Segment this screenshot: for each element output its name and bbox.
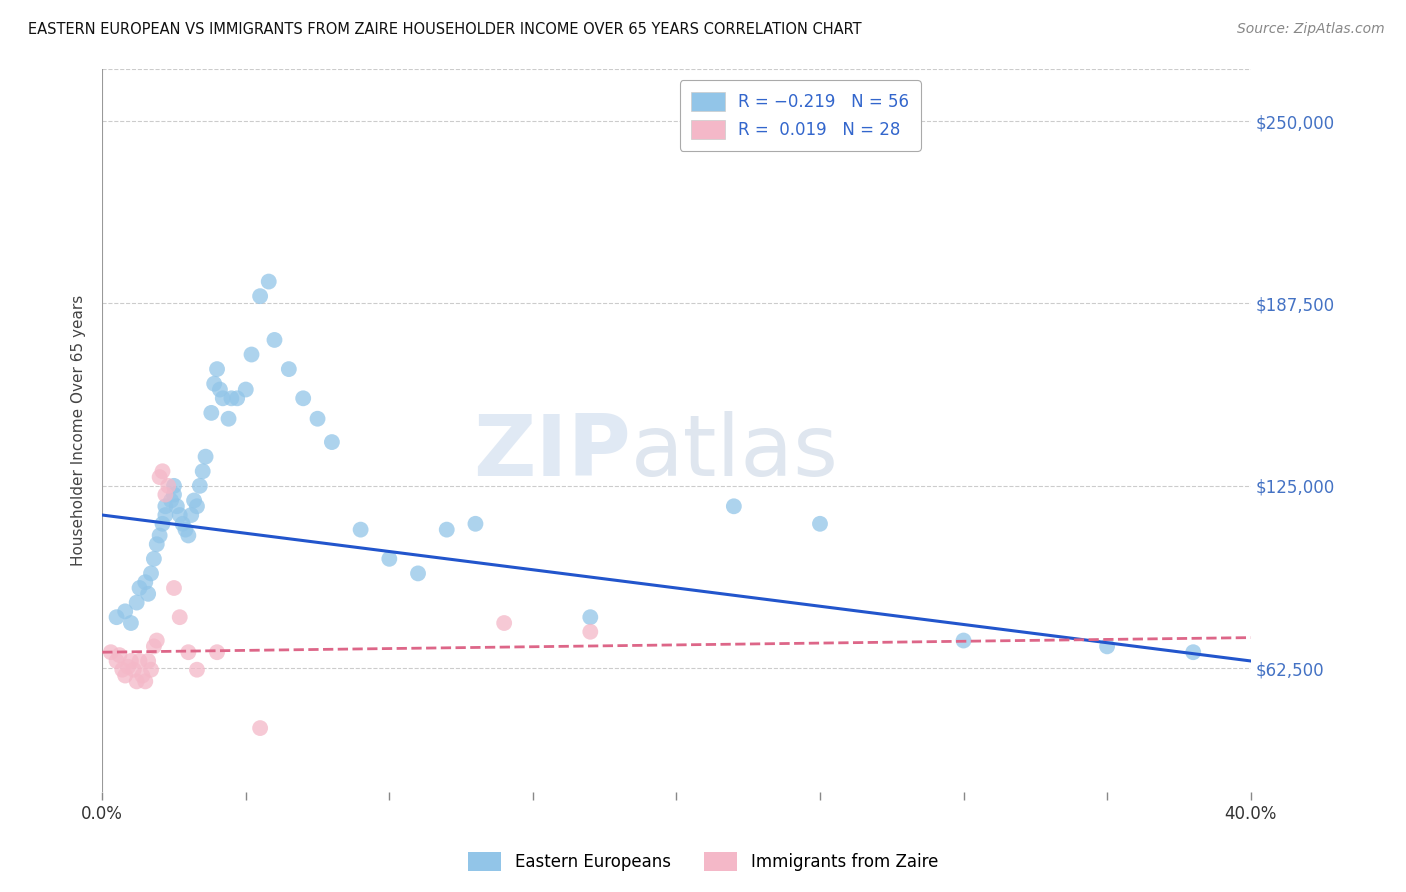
Point [406, 566, 429, 581]
Point [155, 487, 177, 501]
Point [142, 551, 165, 566]
Point [277, 362, 299, 376]
Point [202, 376, 225, 391]
Y-axis label: Householder Income Over 65 years: Householder Income Over 65 years [72, 294, 86, 566]
Point [125, 674, 148, 689]
Point [108, 648, 131, 662]
Point [723, 500, 745, 514]
Point [169, 508, 191, 522]
Point [139, 663, 162, 677]
Text: EASTERN EUROPEAN VS IMMIGRANTS FROM ZAIRE HOUSEHOLDER INCOME OVER 65 YEARS CORRE: EASTERN EUROPEAN VS IMMIGRANTS FROM ZAIR… [28, 22, 862, 37]
Point [177, 528, 200, 542]
Point [952, 633, 974, 648]
Point [177, 645, 200, 659]
Point [160, 493, 183, 508]
Point [105, 654, 128, 668]
Point [155, 508, 177, 522]
Point [211, 392, 233, 406]
Point [134, 674, 156, 689]
Point [145, 633, 167, 648]
Point [157, 479, 180, 493]
Point [122, 663, 145, 677]
Point [218, 411, 240, 425]
Point [205, 645, 228, 659]
Point [494, 615, 516, 630]
Point [172, 516, 194, 531]
Point [180, 508, 202, 522]
Point [188, 479, 211, 493]
Point [235, 383, 257, 397]
Point [257, 275, 280, 289]
Point [436, 523, 458, 537]
Point [183, 493, 205, 508]
Point [149, 528, 172, 542]
Point [142, 640, 165, 654]
Point [166, 500, 188, 514]
Point [131, 668, 153, 682]
Point [125, 596, 148, 610]
Point [307, 411, 329, 425]
Point [205, 362, 228, 376]
Point [191, 464, 214, 478]
Point [120, 615, 142, 630]
Point [1182, 645, 1205, 659]
Point [114, 604, 136, 618]
Point [249, 289, 271, 303]
Point [163, 581, 186, 595]
Point [194, 450, 217, 464]
Point [139, 566, 162, 581]
Point [145, 537, 167, 551]
Point [186, 500, 208, 514]
Point [111, 663, 134, 677]
Text: Source: ZipAtlas.com: Source: ZipAtlas.com [1237, 22, 1385, 37]
Point [128, 654, 150, 668]
Point [100, 645, 122, 659]
Point [579, 610, 602, 624]
Point [105, 610, 128, 624]
Point [349, 523, 371, 537]
Point [163, 487, 186, 501]
Point [221, 392, 243, 406]
Point [263, 333, 285, 347]
Point [208, 383, 231, 397]
Point [174, 523, 197, 537]
Point [136, 654, 159, 668]
Point [464, 516, 486, 531]
Point [152, 516, 174, 531]
Text: atlas: atlas [630, 410, 838, 493]
Point [149, 470, 172, 484]
Point [292, 392, 315, 406]
Point [200, 406, 222, 420]
Legend: R = −0.219   N = 56, R =  0.019   N = 28: R = −0.219 N = 56, R = 0.019 N = 28 [679, 80, 921, 151]
Point [249, 721, 271, 735]
Point [163, 479, 186, 493]
Point [378, 551, 401, 566]
Point [117, 660, 139, 674]
Point [128, 581, 150, 595]
Point [136, 587, 159, 601]
Point [120, 654, 142, 668]
Point [1095, 640, 1118, 654]
Point [155, 500, 177, 514]
Point [186, 663, 208, 677]
Point [579, 624, 602, 639]
Legend: Eastern Europeans, Immigrants from Zaire: Eastern Europeans, Immigrants from Zaire [460, 843, 946, 880]
Point [169, 610, 191, 624]
Point [321, 435, 343, 450]
Point [152, 464, 174, 478]
Point [114, 668, 136, 682]
Point [808, 516, 831, 531]
Text: ZIP: ZIP [472, 410, 630, 493]
Point [134, 575, 156, 590]
Point [226, 392, 249, 406]
Point [240, 347, 263, 361]
